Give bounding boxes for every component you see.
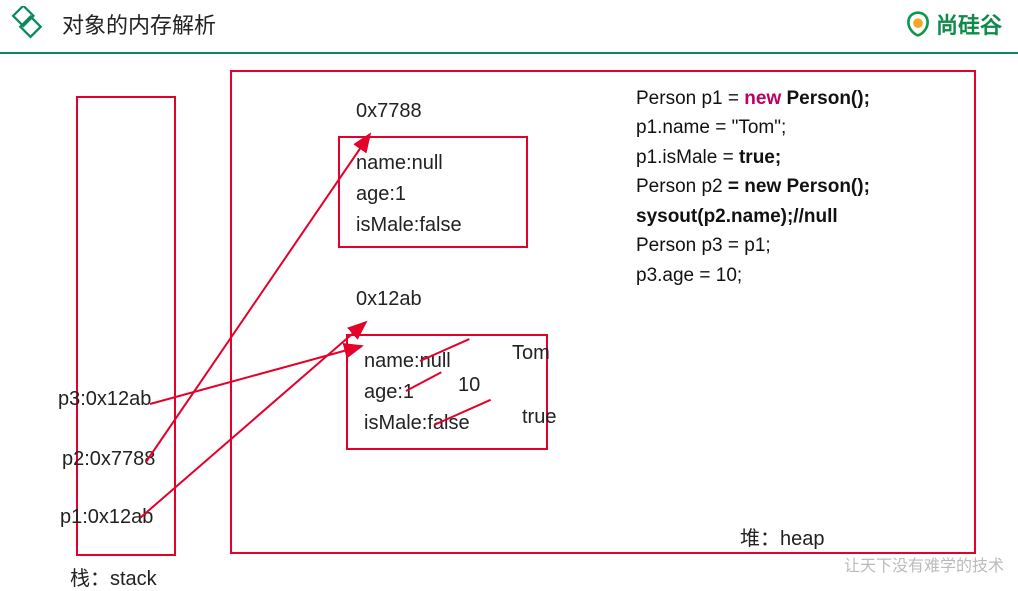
field-line: age:1 bbox=[356, 179, 510, 210]
heap-label: 堆：heap bbox=[740, 522, 825, 551]
heap-object-box: name:nullage:1isMale:false bbox=[338, 136, 528, 248]
code-line: Person p1 = new Person(); bbox=[636, 84, 870, 113]
header: 对象的内存解析 尚硅谷 bbox=[0, 0, 1018, 54]
stack-entry-p1: p1:0x12ab bbox=[60, 506, 153, 529]
page-title: 对象的内存解析 bbox=[62, 8, 216, 40]
header-left: 对象的内存解析 bbox=[8, 6, 216, 42]
field-line: isMale:false bbox=[364, 408, 530, 439]
override-value: 10 bbox=[458, 374, 480, 397]
code-line: p1.name = "Tom"; bbox=[636, 113, 870, 142]
brand-text: 尚硅谷 bbox=[936, 8, 1002, 40]
brand: 尚硅谷 bbox=[904, 8, 1002, 40]
code-line: sysout(p2.name);//null bbox=[636, 202, 870, 231]
field-line: name:null bbox=[364, 346, 530, 377]
code-line: Person p3 = p1; bbox=[636, 231, 870, 260]
watermark: 让天下没有难学的技术 bbox=[844, 552, 1004, 576]
code-snippet: Person p1 = new Person();p1.name = "Tom"… bbox=[636, 84, 870, 290]
code-line: p1.isMale = true; bbox=[636, 143, 870, 172]
heap-addr-label: 0x12ab bbox=[356, 288, 422, 311]
heap-addr-label: 0x7788 bbox=[356, 100, 422, 123]
logo-diamond-icon bbox=[8, 6, 44, 42]
field-line: name:null bbox=[356, 148, 510, 179]
stack-label: 栈：stack bbox=[70, 562, 157, 591]
stack-region-box bbox=[76, 96, 176, 556]
stack-entry-p3: p3:0x12ab bbox=[58, 388, 151, 411]
stack-entry-p2: p2:0x7788 bbox=[62, 448, 155, 471]
brand-logo-icon bbox=[904, 10, 932, 38]
code-line: Person p2 = new Person(); bbox=[636, 172, 870, 201]
field-line: isMale:false bbox=[356, 210, 510, 241]
override-value: Tom bbox=[512, 342, 550, 365]
code-line: p3.age = 10; bbox=[636, 261, 870, 290]
field-line: age:1 bbox=[364, 377, 530, 408]
override-value: true bbox=[522, 406, 556, 429]
diagram-canvas: 栈：stack p3:0x12abp2:0x7788p1:0x12ab 堆：he… bbox=[0, 54, 1018, 582]
